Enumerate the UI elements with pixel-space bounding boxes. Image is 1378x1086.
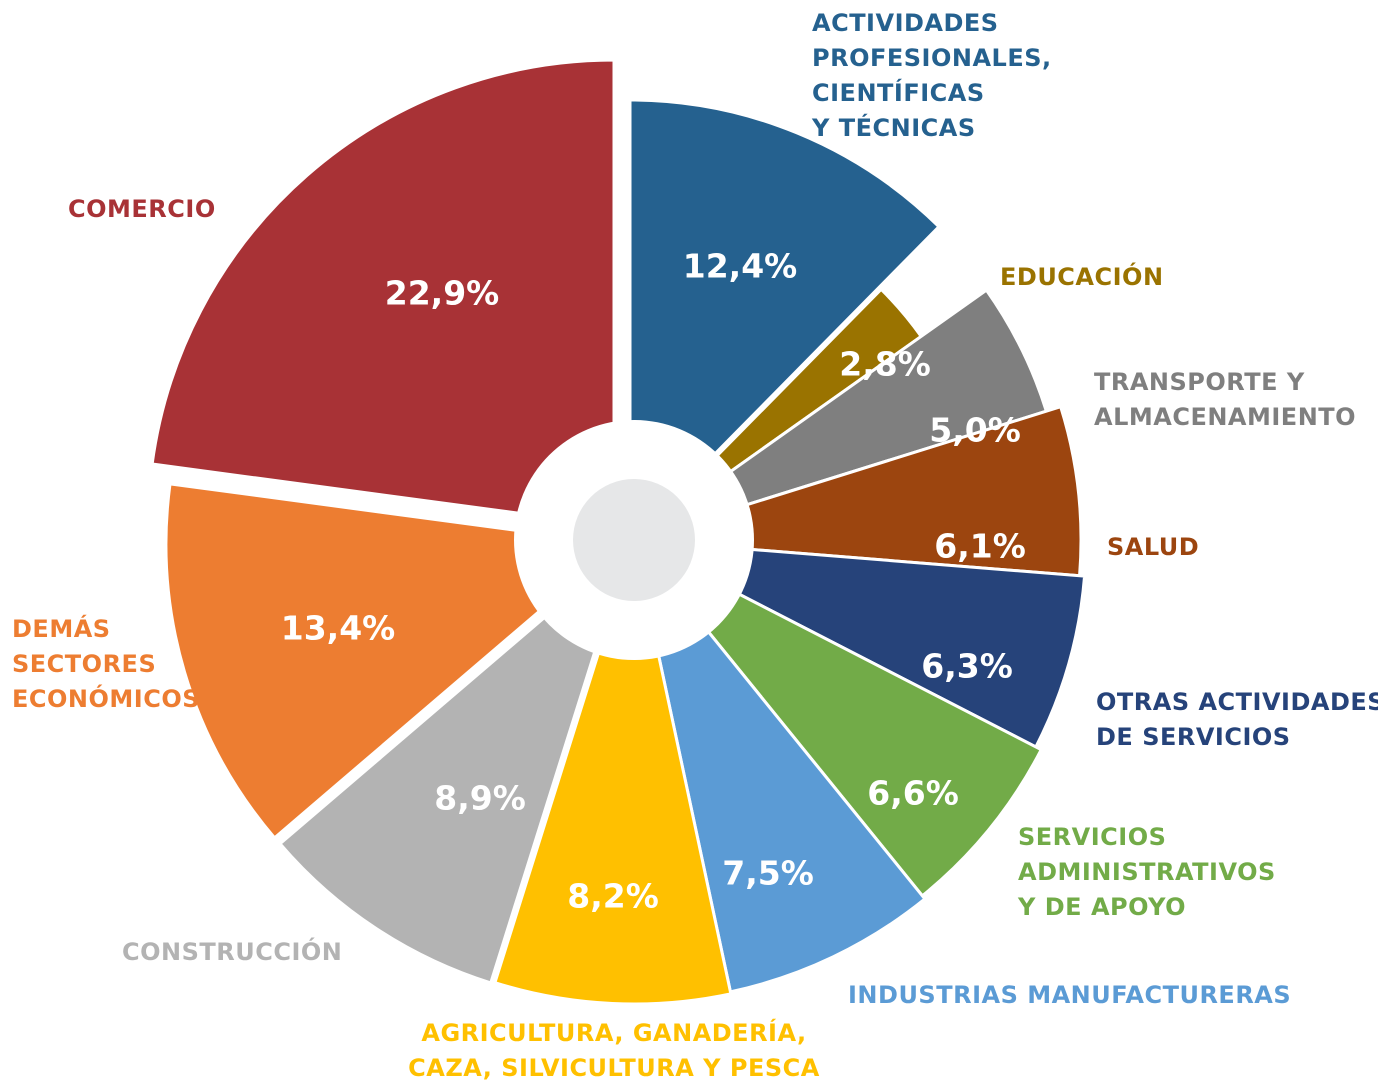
slice	[150, 58, 616, 528]
value-label: 8,2%	[567, 877, 659, 916]
slice	[493, 534, 733, 1006]
center-disc	[573, 479, 695, 601]
value-label: 7,5%	[722, 854, 814, 893]
value-label: 12,4%	[683, 247, 798, 286]
value-label: 6,3%	[921, 647, 1013, 686]
category-label: SALUD	[1107, 533, 1200, 561]
slice	[277, 541, 631, 985]
category-label: AGRICULTURA, GANADERÍA, CAZA, SILVICULTUR…	[408, 1019, 820, 1082]
category-label: DEMÁS SECTORES ECONÓMICOS	[12, 615, 201, 713]
value-label: 6,1%	[934, 527, 1026, 566]
category-label: SERVICIOS ADMINISTRATIVOS Y DE APOYO	[1018, 823, 1276, 921]
slice	[632, 538, 1044, 898]
value-label: 2,8%	[839, 345, 931, 384]
category-label: EDUCACIÓN	[1000, 263, 1164, 291]
slice	[628, 98, 942, 544]
category-label: ACTIVIDADES PROFESIONALES, CIENTÍFICAS Y TÉ…	[812, 9, 1052, 142]
slice	[633, 538, 1087, 749]
value-label: 6,6%	[867, 774, 959, 813]
category-label: INDUSTRIAS MANUFACTURERAS	[848, 981, 1292, 1009]
value-label: 22,9%	[385, 274, 500, 313]
category-label: COMERCIO	[68, 195, 216, 223]
value-label: 8,9%	[434, 779, 526, 818]
value-label: 5,0%	[929, 411, 1021, 450]
category-label: OTRAS ACTIVIDADES DE SERVICIOS	[1096, 688, 1378, 751]
category-label: CONSTRUCCIÓN	[122, 938, 343, 966]
slice	[164, 482, 622, 840]
category-label: TRANSPORTE Y ALMACENAMIENTO	[1094, 368, 1357, 431]
value-label: 13,4%	[281, 609, 396, 648]
